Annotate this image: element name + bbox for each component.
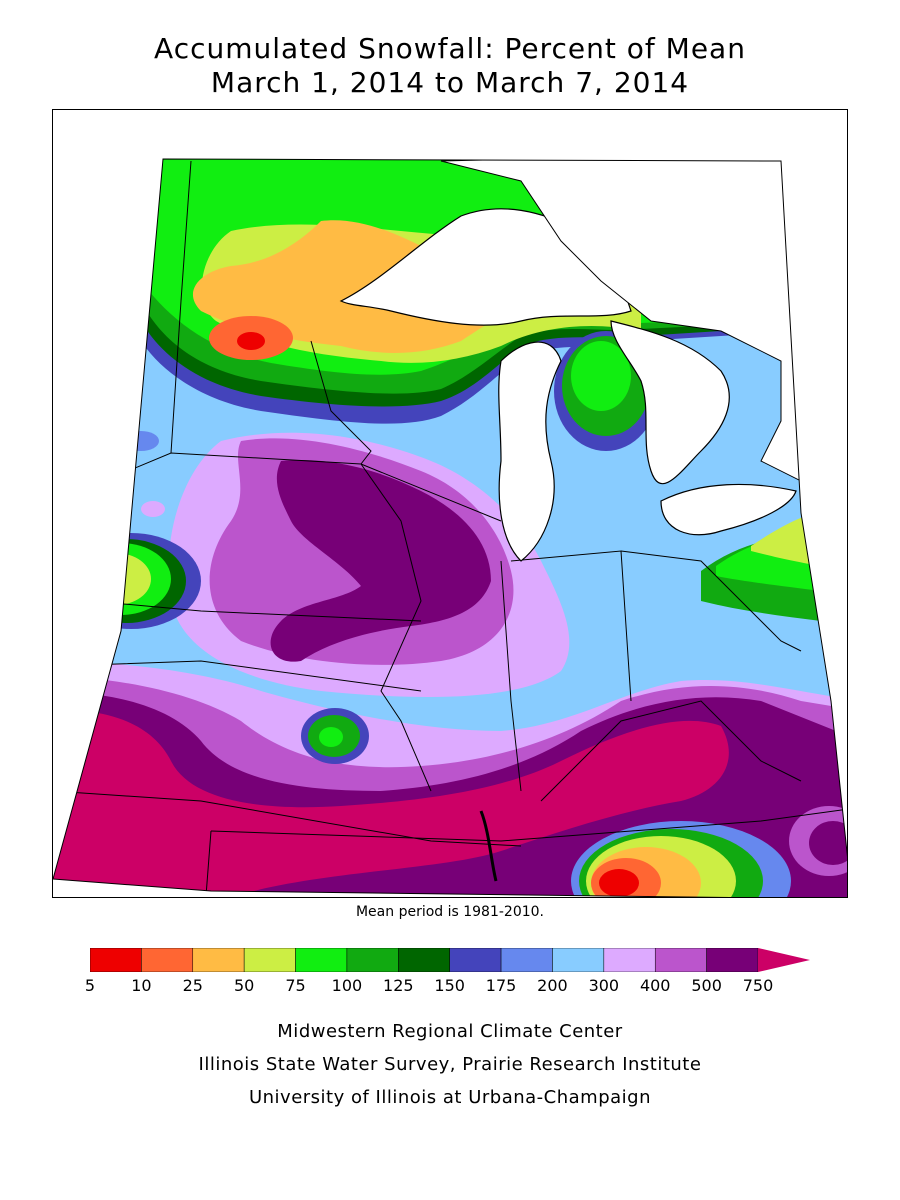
legend-label-300: 300 <box>588 976 620 995</box>
legend-label-100: 100 <box>331 976 363 995</box>
mean-period-note: Mean period is 1981-2010. <box>355 904 545 920</box>
band-500-750-central <box>270 460 491 662</box>
credit-uiuc: University of Illinois at Urbana-Champai… <box>248 1087 652 1108</box>
blob-5-10-se <box>599 869 639 897</box>
legend-swatch-125 <box>398 948 450 972</box>
legend-label-200: 200 <box>537 976 568 995</box>
legend-swatch-300 <box>603 948 656 972</box>
river <box>479 810 498 882</box>
canada-land <box>440 159 847 482</box>
boundary-tx <box>205 830 212 897</box>
legend-swatch-175 <box>500 948 553 972</box>
legend-swatch-5 <box>90 948 142 972</box>
boundary-sd-ia <box>115 452 502 522</box>
boundary-ok-ar <box>53 790 522 847</box>
percent-of-mean-field <box>53 159 847 897</box>
blob-75-100-west <box>71 543 171 615</box>
legend-swatch-25 <box>192 948 245 972</box>
boundary-oh-pa <box>620 550 802 652</box>
legend-label-125: 125 <box>383 976 414 995</box>
boundary-nd-mn <box>170 160 192 454</box>
legend-label-5: 5 <box>84 976 96 995</box>
legend-label-500: 500 <box>691 976 722 995</box>
credit-mrcc: Midwestern Regional Climate Center <box>277 1021 623 1042</box>
boundary-tn-south <box>210 808 847 842</box>
lake-erie <box>660 483 797 536</box>
legend-label-175: 175 <box>485 976 517 995</box>
legend-label-150: 150 <box>434 976 465 995</box>
legend-label-50: 50 <box>233 976 255 995</box>
legend-swatch-75 <box>295 948 348 972</box>
blob-75-100-small <box>319 727 343 747</box>
legend-swatch-100 <box>346 948 399 972</box>
legend-swatch-400 <box>654 948 707 972</box>
legend-swatch-150 <box>449 948 502 972</box>
boundary-ia-il <box>360 463 432 792</box>
great-lakes <box>339 208 797 562</box>
legend-swatch-500 <box>706 948 759 972</box>
lake-michigan <box>498 341 562 562</box>
boundary-mn-wi <box>310 340 372 465</box>
legend-swatch-200 <box>552 948 605 972</box>
snowfall-map <box>52 109 848 898</box>
legend-label-75: 75 <box>285 976 306 995</box>
lake-huron <box>610 320 730 485</box>
map-canvas <box>53 158 847 897</box>
legend-label-400: 400 <box>639 976 671 995</box>
boundary-ky <box>540 700 802 802</box>
blob-25-50-west <box>88 565 124 593</box>
map-title: Accumulated Snowfall: Percent of Mean <box>154 32 746 65</box>
boundary-il-in <box>500 560 522 792</box>
color-legend <box>90 948 810 972</box>
boundary-ne-ks <box>90 600 422 622</box>
legend-label-750: 750 <box>742 976 774 995</box>
blob-5-10-north <box>237 332 265 350</box>
blob-50-75-west <box>81 553 151 605</box>
legend-arrow-750-plus <box>758 948 810 972</box>
map-domain-outline <box>53 158 847 897</box>
legend-swatch-10 <box>141 948 194 972</box>
map-date-range: March 1, 2014 to March 7, 2014 <box>210 66 690 99</box>
spot-175-200-west <box>123 431 159 451</box>
legend-swatch-50 <box>243 948 296 972</box>
legend-label-25: 25 <box>182 976 203 995</box>
legend-label-10: 10 <box>131 976 152 995</box>
spot-300-400-west <box>141 501 165 517</box>
blob-75-100-mi <box>571 341 631 411</box>
band-750-plus-south <box>53 710 729 897</box>
credit-isws: Illinois State Water Survey, Prairie Res… <box>198 1054 702 1075</box>
